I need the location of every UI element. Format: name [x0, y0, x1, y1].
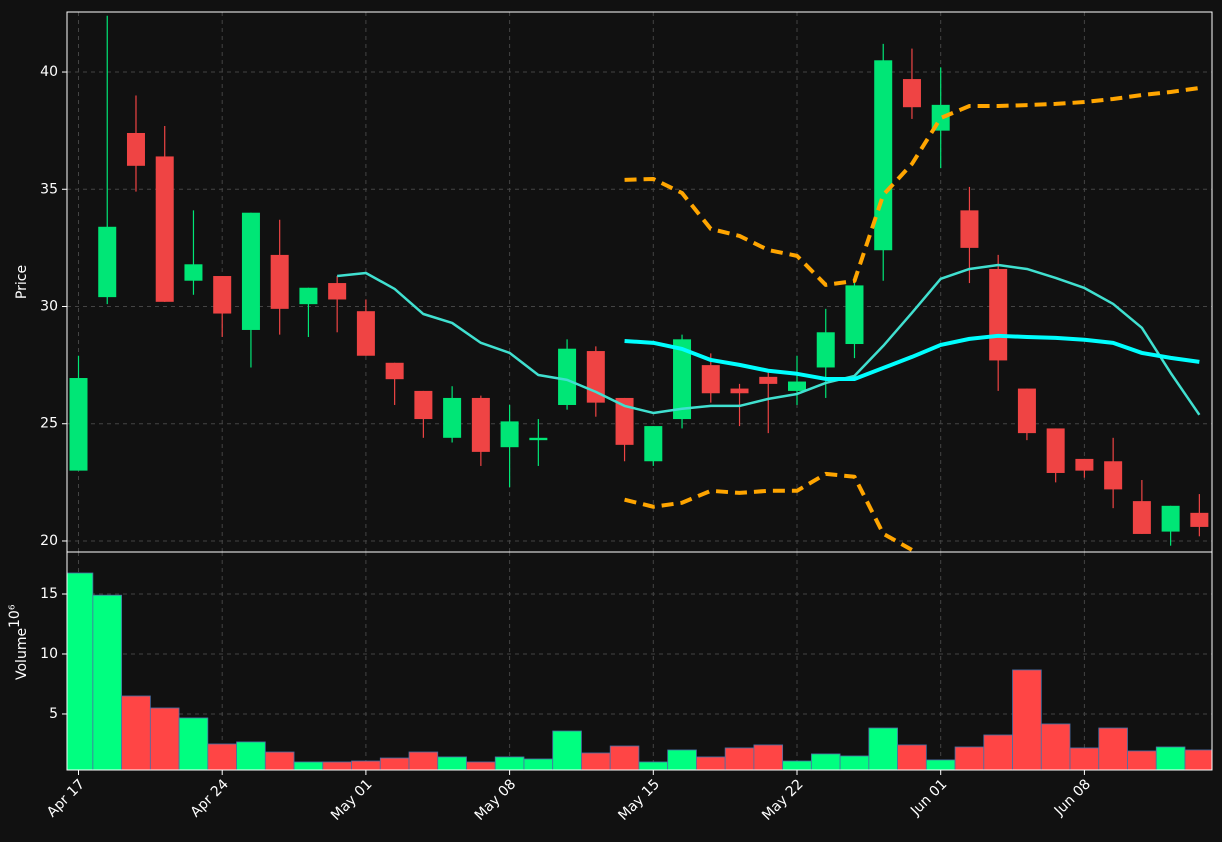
volume-bar: [379, 757, 410, 770]
candle-body: [701, 365, 720, 394]
volume-bar: [925, 759, 956, 770]
candle-body: [845, 285, 864, 345]
candle-body: [1190, 512, 1209, 527]
y-tick-label: 5: [49, 706, 58, 722]
volume-frame: [66, 551, 1213, 771]
candle-body: [1017, 388, 1036, 434]
candle-body: [126, 132, 145, 166]
price-panel: 20 25 30 35 40: [40, 12, 1212, 552]
candle-body: [902, 79, 921, 108]
volume-bar: [1155, 746, 1186, 770]
volume-bar: [466, 761, 496, 770]
y-tick-label: 10: [40, 646, 58, 662]
y-tick-label: 30: [40, 299, 58, 315]
candle-body: [299, 287, 318, 305]
volume-bar: [293, 761, 324, 770]
volume-bar: [724, 747, 755, 770]
volume-bar: [638, 761, 669, 770]
volume-bar: [1040, 723, 1071, 770]
volume-bar: [322, 761, 352, 770]
volume-bar: [810, 753, 841, 770]
candle-body: [213, 276, 232, 314]
candle-body: [270, 254, 289, 309]
y-tick-label: 35: [40, 181, 58, 197]
volume-bar: [667, 749, 697, 770]
candle-body: [69, 378, 88, 471]
volume-bar: [696, 756, 726, 770]
candle-body: [1104, 461, 1123, 490]
volume-bar: [92, 594, 123, 770]
volume-bar: [178, 717, 209, 770]
volume-bar: [839, 755, 870, 770]
volume-bar: [868, 727, 898, 770]
volume-bar: [408, 751, 439, 770]
candle-body: [1132, 501, 1151, 534]
axis-offset-label: 10⁶: [7, 604, 23, 628]
volume-bar: [207, 743, 237, 770]
volume-bar: [1127, 750, 1157, 770]
indicator-line: [337, 263, 1201, 416]
candle-body: [1046, 428, 1065, 473]
candle-body: [471, 397, 490, 452]
volume-bar: [897, 744, 927, 770]
candle-body: [1161, 505, 1180, 532]
volume-bar: [437, 756, 467, 770]
y-tick-label: 25: [40, 416, 58, 432]
volume-bar: [753, 744, 784, 770]
y-tick-label: 20: [40, 533, 58, 549]
volume-bar: [351, 760, 381, 770]
volume-bar: [67, 572, 94, 770]
candle-body: [98, 226, 117, 298]
candle-body: [1075, 458, 1094, 471]
candle-body: [184, 264, 203, 281]
volume-bar: [1184, 749, 1212, 770]
candle-body: [385, 362, 404, 380]
indicator-line: [624, 85, 1200, 287]
y-tick-label: 15: [40, 586, 58, 602]
candle-body: [500, 421, 519, 448]
volume-bar: [609, 745, 640, 770]
volume-bar: [494, 756, 525, 770]
y-axis-label: Price: [14, 265, 30, 299]
candle-body: [241, 212, 260, 330]
candle-body: [788, 381, 806, 391]
y-tick-label: 40: [40, 64, 58, 80]
volume-bar: [1098, 727, 1128, 770]
plot-area: [67, 572, 1212, 770]
candle-body: [328, 283, 347, 300]
volume-bar: [552, 730, 582, 770]
candle-body: [529, 437, 548, 441]
volume-bar: [983, 734, 1013, 770]
candle-body: [730, 388, 749, 394]
candle-body: [816, 332, 835, 368]
candle-body: [989, 268, 1008, 361]
volume-bar: [1012, 669, 1042, 770]
candle-body: [673, 339, 692, 420]
indicator-line: [624, 333, 1200, 381]
volume-bar: [1069, 747, 1100, 770]
candle-body: [960, 210, 979, 248]
candle-body: [414, 390, 433, 420]
candle-body: [644, 426, 663, 462]
volume-bar: [264, 751, 295, 770]
volume-bar: [121, 695, 151, 770]
candle-body: [615, 397, 634, 445]
plot-area: [69, 15, 1209, 552]
volume-bar: [149, 707, 180, 770]
candle-body: [155, 156, 174, 302]
volume-bar: [954, 746, 985, 770]
candle-body: [759, 376, 778, 384]
y-axis-label: Volume: [14, 628, 30, 680]
volume-bar: [236, 741, 266, 770]
volume-bar: [523, 758, 554, 770]
indicator-line: [624, 471, 918, 552]
volume-bar: [782, 760, 812, 770]
candle-body: [874, 60, 893, 251]
candle-body: [356, 311, 375, 356]
candle-body: [558, 348, 577, 405]
volume-bar: [581, 752, 611, 770]
candle-body: [443, 397, 462, 438]
